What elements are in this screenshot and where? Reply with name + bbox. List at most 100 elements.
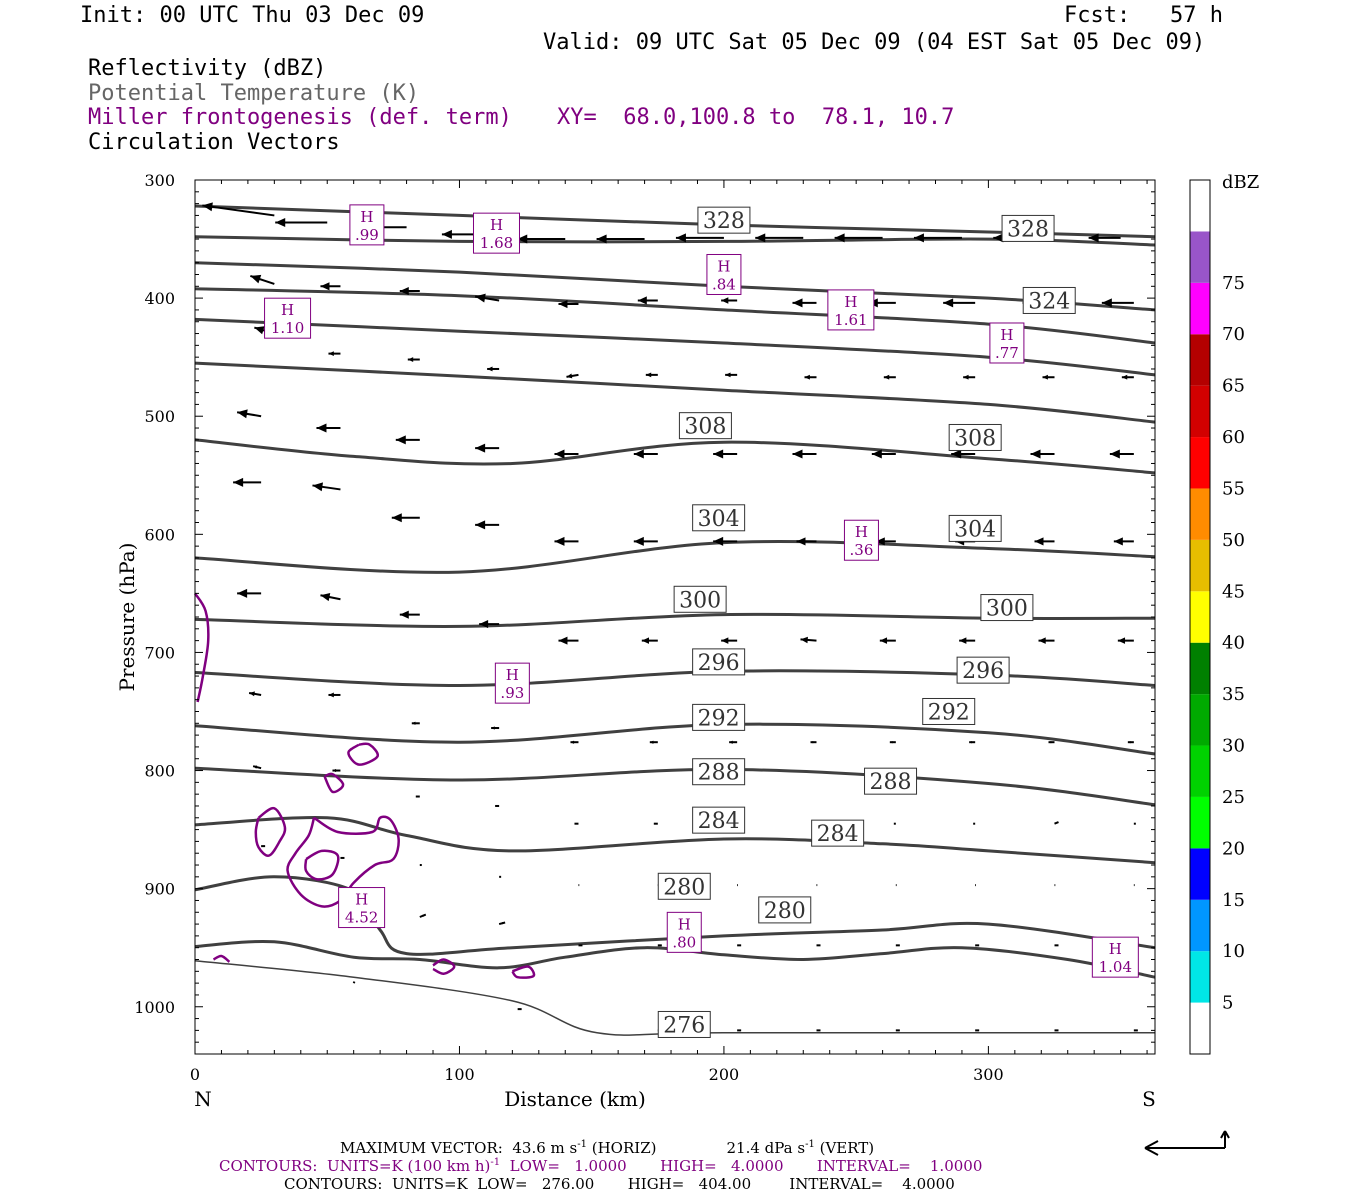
colorbar-segment xyxy=(1190,1002,1210,1054)
circulation-vector xyxy=(328,351,341,357)
circulation-vector xyxy=(570,740,579,744)
frontogenesis-contours xyxy=(193,592,536,979)
svg-text:H: H xyxy=(281,301,294,319)
circulation-vector xyxy=(633,449,658,459)
colorbar-frame xyxy=(1189,179,1211,1055)
theta-label-328: 328 xyxy=(1001,214,1055,242)
circulation-vector xyxy=(713,536,738,546)
y-axis-label: Pressure (hPa) xyxy=(115,543,139,692)
svg-text:296: 296 xyxy=(698,651,740,676)
svg-text:1.04: 1.04 xyxy=(1099,958,1132,976)
x-axis-label: Distance (km) xyxy=(504,1087,646,1111)
svg-text:.84: .84 xyxy=(712,275,736,293)
circulation-vector xyxy=(653,822,658,825)
frontogenesis-contour xyxy=(254,806,287,857)
circulation-vector xyxy=(810,740,817,744)
circulation-vector xyxy=(1133,1029,1138,1032)
circulation-vector xyxy=(236,409,262,419)
circulation-vector xyxy=(399,286,420,296)
y-tick-label: 800 xyxy=(144,762,175,781)
colorbar-label: 15 xyxy=(1222,890,1245,911)
frontogenesis-contour xyxy=(323,772,345,794)
circulation-vector xyxy=(320,593,341,602)
circulation-vector xyxy=(275,218,328,228)
colorbar-label: 70 xyxy=(1222,324,1245,345)
svg-text:284: 284 xyxy=(698,809,740,834)
y-tick-label: 700 xyxy=(144,643,175,662)
circulation-vector xyxy=(554,536,579,546)
circulation-vector xyxy=(657,944,662,947)
circulation-vector xyxy=(1101,298,1134,308)
circulation-vector xyxy=(1042,374,1055,380)
colorbar-segment xyxy=(1190,694,1210,746)
svg-text:284: 284 xyxy=(817,822,859,847)
colorbar-segment xyxy=(1190,385,1210,438)
circulation-vector xyxy=(737,944,742,947)
circulation-vector xyxy=(1054,821,1059,825)
theta-label-276: 276 xyxy=(657,1010,711,1038)
circulation-vector xyxy=(834,233,883,243)
circulation-vector xyxy=(729,740,738,744)
svg-text:4.52: 4.52 xyxy=(345,909,378,927)
circulation-vector xyxy=(875,537,896,546)
svg-text:276: 276 xyxy=(663,1013,705,1038)
circulation-vector xyxy=(340,856,345,859)
colorbar-label: 55 xyxy=(1222,478,1245,499)
svg-text:324: 324 xyxy=(1028,289,1070,314)
colorbar-label: 65 xyxy=(1222,376,1245,397)
circulation-vector xyxy=(391,513,420,523)
circulation-vector xyxy=(796,537,817,546)
circulation-vector xyxy=(975,944,980,947)
colorbar-segment xyxy=(1190,796,1210,849)
circulation-vector xyxy=(237,588,262,598)
field-circulation: Circulation Vectors xyxy=(88,130,340,155)
valid-time: Valid: 09 UTC Sat 05 Dec 09 (04 EST Sat … xyxy=(543,30,1206,55)
frontogenesis-contour xyxy=(432,958,456,975)
theta-label-300: 300 xyxy=(673,585,727,613)
colorbar-unit: dBZ xyxy=(1222,172,1259,193)
frontogenesis-contour xyxy=(511,965,536,979)
colorbar-label: 35 xyxy=(1222,684,1245,705)
colorbar-label: 5 xyxy=(1222,993,1233,1014)
circulation-vector xyxy=(871,449,896,459)
x-tick-label: 200 xyxy=(709,1065,740,1084)
circulation-vector xyxy=(641,637,658,644)
colorbar-segment xyxy=(1190,180,1210,232)
colorbar-segment xyxy=(1190,951,1210,1003)
theta-label-308: 308 xyxy=(678,412,732,440)
circulation-vector xyxy=(959,637,976,644)
circulation-vector xyxy=(495,804,500,807)
theta-label-304: 304 xyxy=(948,514,1002,542)
frontogenesis-high: H.36 xyxy=(843,519,879,561)
circulation-vector xyxy=(202,202,275,217)
circulation-vector xyxy=(975,1029,980,1032)
theta-contour-296 xyxy=(194,669,1156,688)
theta-contour-284 xyxy=(194,816,1156,865)
circulation-vectors xyxy=(202,202,1138,1032)
theta-label-288: 288 xyxy=(692,758,746,786)
circulation-vector xyxy=(517,1008,522,1011)
theta-label-300: 300 xyxy=(980,594,1034,622)
circulation-vector xyxy=(755,233,804,243)
circulation-vector xyxy=(969,740,976,744)
colorbar-segment xyxy=(1190,282,1210,335)
circulation-vector xyxy=(474,293,500,303)
svg-text:288: 288 xyxy=(698,761,740,786)
colorbar-segment xyxy=(1190,539,1210,592)
circulation-vector xyxy=(1088,233,1121,243)
theta-label-296: 296 xyxy=(956,656,1010,684)
theta-label-280: 280 xyxy=(758,896,812,924)
y-tick-label: 600 xyxy=(144,525,175,544)
circulation-vector xyxy=(419,913,427,918)
colorbar-segment xyxy=(1190,231,1210,283)
circulation-vector xyxy=(792,449,817,459)
frontogenesis-high: H1.61 xyxy=(827,289,875,331)
contour-labels: 276 280 280 284 284 288 288 292 292 296 296 300 300 3… xyxy=(657,206,1076,1038)
reference-vector xyxy=(1144,1130,1230,1156)
theta-label-308: 308 xyxy=(948,423,1002,451)
circulation-vector xyxy=(475,443,500,453)
theta-contour-info: CONTOURS: UNITS=K LOW= 276.00 HIGH= 404.… xyxy=(284,1175,955,1193)
circulation-vector xyxy=(713,449,738,459)
svg-text:1.68: 1.68 xyxy=(480,234,513,252)
